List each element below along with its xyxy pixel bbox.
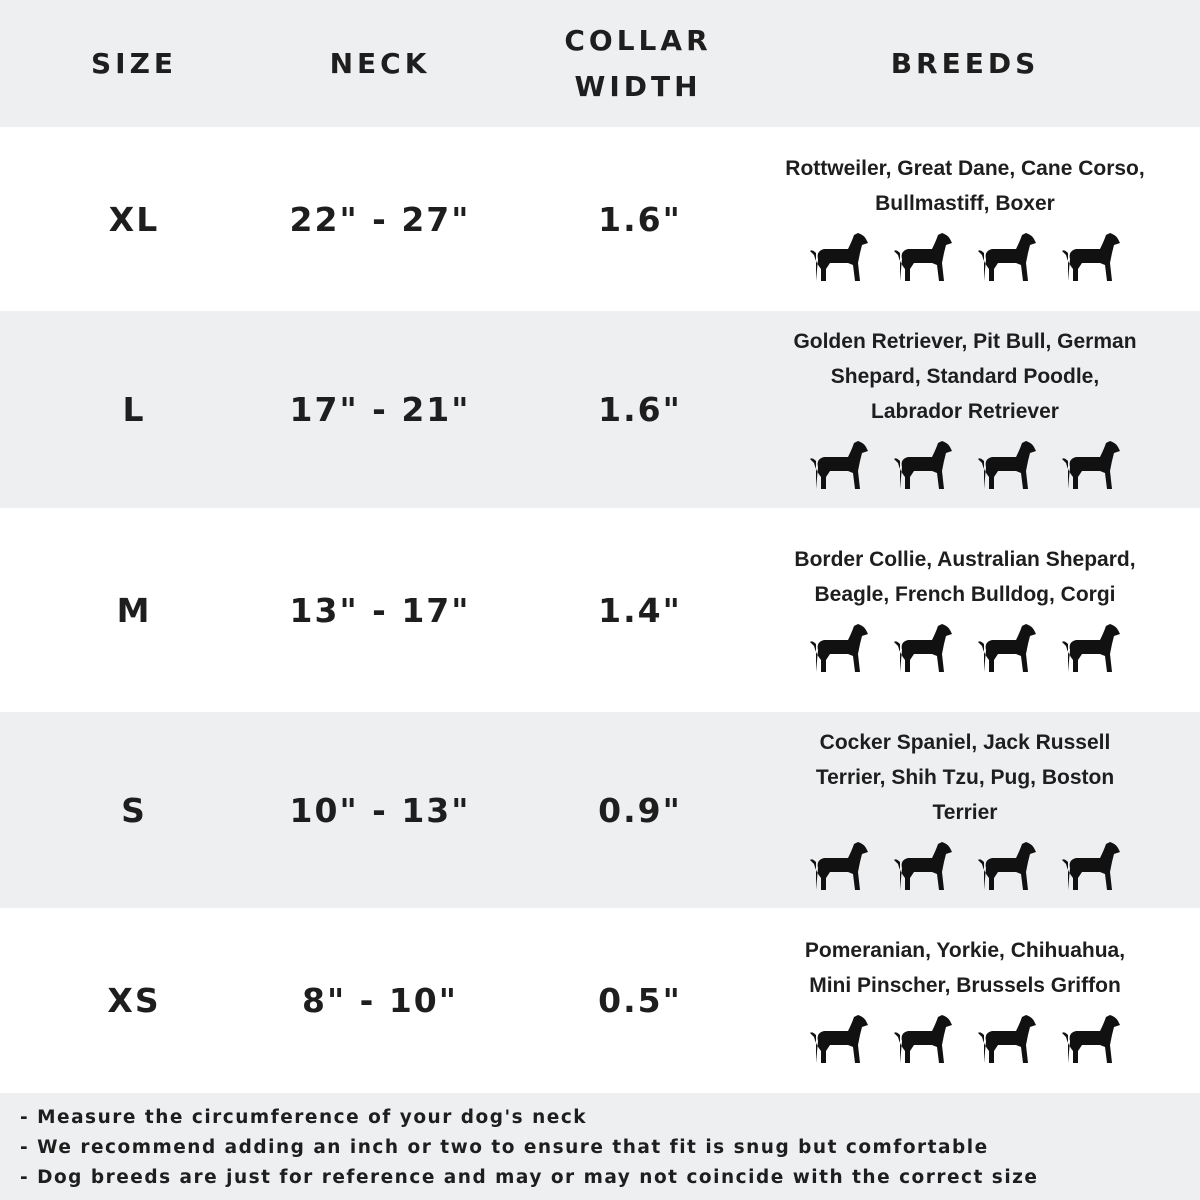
shih-tzu-icon: [978, 841, 1036, 890]
header-collar-width: COLLAR WIDTH: [564, 23, 712, 103]
german-shepard-icon: [1062, 441, 1120, 489]
breed-list: Pomeranian, Yorkie, Chihuahua, Mini Pins…: [804, 938, 1126, 997]
rottweiler-icon: [810, 233, 868, 281]
header-neck: NECK: [329, 46, 431, 80]
collar-width: 0.9": [598, 790, 682, 830]
size-row-xl: XL 22" - 27" 1.6" Rottweiler, Great Dane…: [0, 127, 1200, 311]
neck-range: 17" - 21": [289, 390, 471, 429]
chihuahua-icon: [978, 1014, 1036, 1063]
collar-width: 0.5": [598, 981, 682, 1020]
breed-list: Golden Retriever, Pit Bull, German Shepa…: [793, 330, 1137, 423]
cane-corso-icon: [978, 233, 1036, 281]
breeds-cell: Golden Retriever, Pit Bull, German Shepa…: [770, 311, 1160, 508]
pug-icon: [1062, 841, 1120, 890]
breeds-cell: Cocker Spaniel, Jack Russell Terrier, Sh…: [770, 712, 1160, 908]
pomeranian-icon: [810, 1014, 868, 1063]
size-value: L: [122, 390, 146, 429]
jack-russell-icon: [894, 841, 952, 890]
size-row-l: L 17" - 21" 1.6" Golden Retriever, Pit B…: [0, 311, 1200, 508]
breed-icons: [808, 836, 1122, 896]
size-row-s: S 10" - 13" 0.9" Cocker Spaniel, Jack Ru…: [0, 712, 1200, 908]
collar-width: 1.4": [598, 590, 682, 630]
header-size: SIZE: [90, 46, 177, 80]
size-value: XL: [108, 199, 160, 239]
note: - We recommend adding an inch or two to …: [20, 1137, 989, 1158]
french-bulldog-icon: [978, 624, 1036, 672]
breed-list: Border Collie, Australian Shepard, Beagl…: [794, 548, 1136, 606]
neck-range: 22" - 27": [289, 199, 471, 239]
breeds-cell: Border Collie, Australian Shepard, Beagl…: [770, 508, 1160, 712]
notes-section: - Measure the circumference of your dog'…: [0, 1093, 1200, 1200]
size-row-xs: XS 8" - 10" 0.5" Pomeranian, Yorkie, Chi…: [0, 908, 1200, 1093]
bullmastiff-icon: [1062, 233, 1120, 281]
size-value: S: [121, 790, 147, 830]
collar-width: 1.6": [598, 390, 682, 429]
great-dane-icon: [894, 233, 952, 281]
corgi-icon: [1062, 624, 1120, 672]
size-value: XS: [107, 981, 161, 1020]
cocker-spaniel-icon: [810, 841, 868, 890]
size-row-m: M 13" - 17" 1.4" Border Collie, Australi…: [0, 508, 1200, 712]
neck-range: 10" - 13": [289, 790, 471, 830]
header-breeds: BREEDS: [890, 46, 1040, 80]
border-collie-icon: [810, 624, 868, 672]
note: - Measure the circumference of your dog'…: [20, 1107, 588, 1128]
golden-retriever-icon: [810, 441, 868, 489]
pit-bull-icon: [894, 441, 952, 489]
size-value: M: [116, 590, 152, 630]
breeds-cell: Rottweiler, Great Dane, Cane Corso, Bull…: [770, 127, 1160, 311]
mini-pinscher-icon: [1062, 1014, 1120, 1063]
poodle-icon: [978, 441, 1036, 489]
breed-icons: [808, 1009, 1122, 1069]
neck-range: 8" - 10": [302, 981, 458, 1020]
breed-icons: [808, 435, 1122, 495]
table-header: SIZE NECK COLLAR WIDTH BREEDS: [0, 0, 1200, 127]
breeds-cell: Pomeranian, Yorkie, Chihuahua, Mini Pins…: [770, 908, 1160, 1093]
breed-icons: [808, 618, 1122, 678]
breed-icons: [808, 227, 1122, 287]
yorkie-icon: [894, 1014, 952, 1063]
beagle-icon: [894, 624, 952, 672]
collar-width: 1.6": [598, 199, 682, 239]
neck-range: 13" - 17": [289, 590, 471, 630]
breed-list: Cocker Spaniel, Jack Russell Terrier, Sh…: [815, 730, 1115, 824]
note: - Dog breeds are just for reference and …: [20, 1167, 1039, 1188]
breed-list: Rottweiler, Great Dane, Cane Corso, Bull…: [785, 157, 1145, 215]
